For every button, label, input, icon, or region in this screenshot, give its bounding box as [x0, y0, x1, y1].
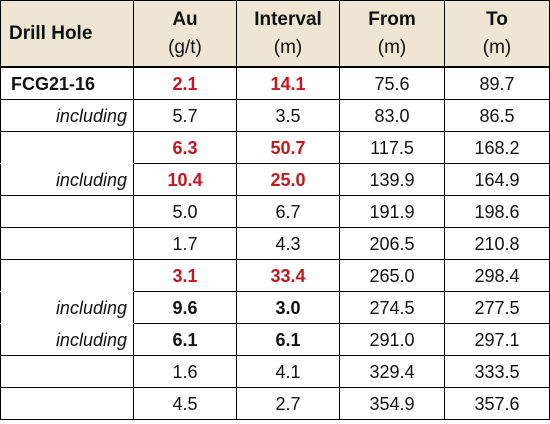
cell-from: 206.5 [339, 227, 445, 260]
cell-from: 139.9 [339, 163, 445, 196]
cell-interval: 6.1 [236, 323, 340, 356]
cell-to: 297.1 [444, 323, 550, 356]
header-interval-label: Interval [254, 9, 322, 30]
cell-from: 75.6 [339, 66, 445, 100]
header-au-unit: (g/t) [168, 37, 202, 58]
header-interval-unit: (m) [273, 37, 303, 58]
row-qualifier [0, 227, 134, 260]
row-qualifier [0, 259, 134, 292]
cell-interval: 50.7 [236, 131, 340, 164]
cell-to: 164.9 [444, 163, 550, 196]
table-row: 5.0 6.7 191.9 198.6 [0, 195, 550, 228]
table-row: FCG21-16 2.1 14.1 75.6 89.7 [0, 66, 550, 100]
table-body: FCG21-16 2.1 14.1 75.6 89.7 including 5.7 3.5 83… [0, 66, 550, 420]
cell-au: 10.4 [133, 163, 237, 196]
table-header: Drill Hole Au (g/t) Interval (m) From (m… [0, 0, 550, 68]
header-drill-hole: Drill Hole [0, 0, 134, 68]
header-from: From (m) [339, 0, 445, 68]
header-drill-hole-label: Drill Hole [9, 23, 93, 44]
table-row: 1.6 4.1 329.4 333.5 [0, 355, 550, 388]
cell-interval: 33.4 [236, 259, 340, 292]
cell-from: 117.5 [339, 131, 445, 164]
row-qualifier: including [0, 291, 134, 324]
cell-au: 5.7 [133, 99, 237, 132]
header-au: Au (g/t) [133, 0, 237, 68]
cell-to: 298.4 [444, 259, 550, 292]
row-qualifier [0, 131, 134, 164]
cell-from: 191.9 [339, 195, 445, 228]
cell-interval: 25.0 [236, 163, 340, 196]
cell-to: 357.6 [444, 387, 550, 420]
cell-from: 274.5 [339, 291, 445, 324]
cell-from: 291.0 [339, 323, 445, 356]
cell-interval: 3.5 [236, 99, 340, 132]
table-row: including 10.4 25.0 139.9 164.9 [0, 163, 550, 196]
cell-from: 354.9 [339, 387, 445, 420]
cell-to: 333.5 [444, 355, 550, 388]
cell-from: 265.0 [339, 259, 445, 292]
cell-to: 277.5 [444, 291, 550, 324]
header-to: To (m) [444, 0, 550, 68]
row-qualifier: including [0, 99, 134, 132]
cell-interval: 4.1 [236, 355, 340, 388]
table-row: including 6.1 6.1 291.0 297.1 [0, 323, 550, 356]
cell-au: 1.6 [133, 355, 237, 388]
cell-au: 3.1 [133, 259, 237, 292]
cell-interval: 3.0 [236, 291, 340, 324]
cell-to: 210.8 [444, 227, 550, 260]
cell-from: 83.0 [339, 99, 445, 132]
table-row: 3.1 33.4 265.0 298.4 [0, 259, 550, 292]
cell-interval: 6.7 [236, 195, 340, 228]
cell-interval: 4.3 [236, 227, 340, 260]
table-row: including 9.6 3.0 274.5 277.5 [0, 291, 550, 324]
cell-from: 329.4 [339, 355, 445, 388]
cell-interval: 2.7 [236, 387, 340, 420]
row-qualifier: including [0, 323, 134, 356]
cell-to: 198.6 [444, 195, 550, 228]
table-row: 6.3 50.7 117.5 168.2 [0, 131, 550, 164]
header-row: Drill Hole Au (g/t) Interval (m) From (m… [0, 0, 550, 68]
header-interval: Interval (m) [236, 0, 340, 68]
header-au-label: Au [172, 9, 198, 30]
cell-au: 6.3 [133, 131, 237, 164]
cell-au: 9.6 [133, 291, 237, 324]
table-row: 4.5 2.7 354.9 357.6 [0, 387, 550, 420]
row-qualifier: including [0, 163, 134, 196]
cell-au: 4.5 [133, 387, 237, 420]
header-to-label: To [486, 9, 508, 30]
cell-to: 86.5 [444, 99, 550, 132]
drill-hole-id: FCG21-16 [0, 66, 134, 100]
cell-to: 168.2 [444, 131, 550, 164]
cell-to: 89.7 [444, 66, 550, 100]
cell-au: 5.0 [133, 195, 237, 228]
header-to-unit: (m) [482, 37, 512, 58]
header-from-label: From [368, 9, 416, 30]
table-row: 1.7 4.3 206.5 210.8 [0, 227, 550, 260]
row-qualifier [0, 355, 134, 388]
table-row: including 5.7 3.5 83.0 86.5 [0, 99, 550, 132]
cell-au: 6.1 [133, 323, 237, 356]
cell-interval: 14.1 [236, 66, 340, 100]
row-qualifier [0, 195, 134, 228]
row-qualifier [0, 387, 134, 420]
cell-au: 1.7 [133, 227, 237, 260]
cell-au: 2.1 [133, 66, 237, 100]
header-from-unit: (m) [377, 37, 407, 58]
